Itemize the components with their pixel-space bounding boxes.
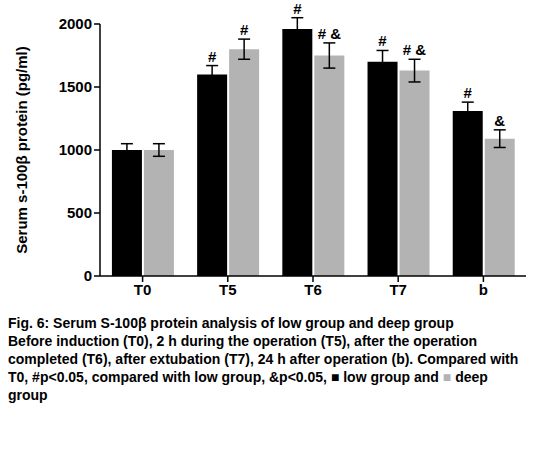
svg-text:Serum s-100β protein (pg/ml): Serum s-100β protein (pg/ml) [13, 46, 30, 254]
html-text:Fig. 6: Serum S-100β protein a: Fig. 6: Serum S-100β protein analysis of… [8, 315, 454, 331]
html-text:Before induction (T0), 2 h dur: Before induction (T0), 2 h during the op… [8, 333, 519, 403]
svg-text:0: 0 [84, 267, 92, 284]
svg-text:1500: 1500 [59, 78, 92, 95]
svg-text:T5: T5 [219, 281, 237, 298]
svg-text:#: # [240, 21, 249, 38]
svg-text:T6: T6 [304, 281, 322, 298]
svg-text:2000: 2000 [59, 15, 92, 32]
svg-text:#: # [208, 48, 217, 65]
svg-text:# &: # & [318, 25, 342, 42]
svg-text:T7: T7 [389, 281, 407, 298]
svg-text:&: & [494, 112, 505, 129]
svg-text:b: b [479, 281, 488, 298]
svg-text:500: 500 [67, 204, 92, 221]
svg-text:T0: T0 [134, 281, 152, 298]
svg-text:#: # [293, 0, 302, 17]
svg-text:#: # [464, 84, 473, 101]
svg-text:1000: 1000 [59, 141, 92, 158]
svg-text:# &: # & [403, 41, 427, 58]
svg-text:#: # [378, 32, 387, 49]
